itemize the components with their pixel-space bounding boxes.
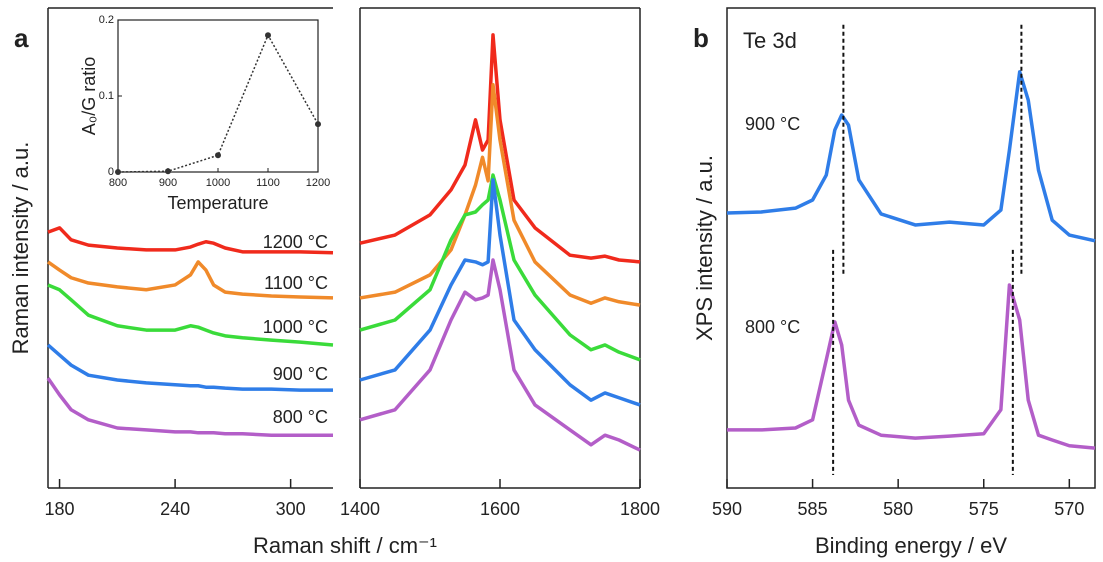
- spectrum-line: [46, 260, 334, 300]
- xps-line: [727, 283, 1096, 450]
- ratio-point: [315, 121, 321, 128]
- panel-label: b: [693, 23, 709, 53]
- legend-label: 1200 °C: [263, 232, 328, 252]
- ratio-point: [165, 168, 171, 175]
- legend-label: 1000 °C: [263, 317, 328, 337]
- y-tick-label: 0.2: [99, 14, 114, 26]
- spectrum-line: [46, 377, 333, 437]
- ratio-point: [115, 169, 121, 175]
- x-tick-label: 1800: [620, 499, 660, 519]
- spectrum-line: [359, 173, 641, 362]
- x-tick-label: 240: [160, 499, 190, 519]
- y-tick-label: 0.1: [99, 90, 114, 102]
- y-axis-label: A₀/G ratio: [79, 57, 99, 136]
- x-tick-label: 300: [276, 499, 306, 519]
- x-axis-label: Temperature: [167, 193, 268, 213]
- legend-label: 1100 °C: [264, 273, 328, 293]
- legend-label: 900 °C: [745, 114, 800, 134]
- x-axis-label: Binding energy / eV: [815, 533, 1007, 558]
- legend-label: 900 °C: [273, 364, 328, 384]
- x-tick-label: 570: [1054, 499, 1084, 519]
- x-tick-label: 590: [712, 499, 742, 519]
- x-axis-label: Raman shift / cm⁻¹: [253, 533, 437, 558]
- y-tick-label: 0: [108, 166, 114, 178]
- x-tick-label: 1100: [256, 177, 280, 189]
- ratio-point: [265, 32, 271, 39]
- spectrum-line: [359, 178, 641, 407]
- x-tick-label: 1200: [306, 177, 330, 189]
- legend-label: 800 °C: [745, 317, 800, 337]
- x-tick-label: 580: [883, 499, 913, 519]
- spectrum-line: [47, 226, 334, 255]
- x-tick-label: 180: [45, 499, 75, 519]
- x-tick-label: 1000: [206, 177, 230, 189]
- spectrum-line: [46, 343, 333, 392]
- y-axis-label: Raman intensity / a.u.: [8, 142, 33, 355]
- spectrum-line: [359, 33, 641, 264]
- spectrum-line: [47, 283, 334, 347]
- x-tick-label: 800: [109, 177, 127, 189]
- legend-label: 800 °C: [273, 407, 328, 427]
- x-tick-label: 1400: [340, 499, 380, 519]
- spectrum-line: [359, 258, 641, 452]
- panel-label: a: [14, 23, 29, 53]
- inset-frame: [117, 19, 319, 173]
- plot-frame: [726, 7, 1096, 489]
- y-axis-label: XPS intensity / a.u.: [692, 155, 717, 341]
- ratio-line: [117, 34, 319, 173]
- xps-line: [726, 70, 1096, 243]
- ratio-point: [215, 152, 221, 159]
- annotation: Te 3d: [743, 28, 797, 53]
- x-tick-label: 1600: [480, 499, 520, 519]
- x-tick-label: 575: [969, 499, 999, 519]
- x-tick-label: 900: [159, 177, 177, 189]
- x-tick-label: 585: [798, 499, 828, 519]
